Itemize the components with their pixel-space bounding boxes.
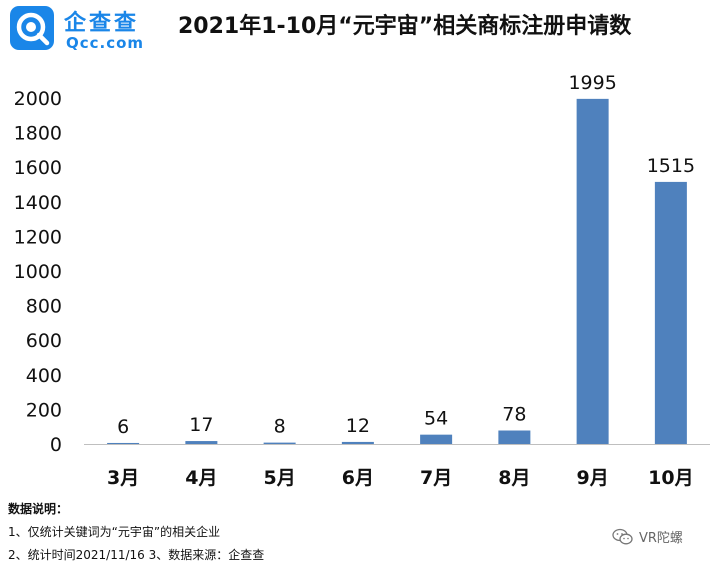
x-tick-label: 8月 (498, 467, 530, 489)
data-label: 54 (424, 408, 448, 430)
bar (107, 442, 140, 444)
chart-title: 2021年1-10月“元宇宙”相关商标注册申请数 (178, 14, 632, 39)
y-tick-label: 1000 (14, 261, 62, 283)
y-tick-label: 1800 (14, 123, 62, 145)
x-tick-label: 9月 (577, 467, 609, 489)
logo-text-cn: 企查查 (64, 11, 140, 36)
x-tick-label: 10月 (648, 467, 693, 489)
y-tick-label: 1200 (14, 226, 62, 248)
y-tick-label: 600 (26, 330, 62, 352)
x-tick-label: 6月 (342, 467, 374, 489)
bar (498, 430, 531, 444)
wechat-icon (612, 528, 633, 544)
x-tick-label: 4月 (185, 467, 217, 489)
x-tick-label: 7月 (420, 467, 452, 489)
notes-title: 数据说明： (8, 502, 69, 516)
y-tick-label: 400 (26, 365, 62, 387)
watermark: VR陀螺 (612, 527, 683, 546)
bar (185, 441, 218, 444)
data-labels: 6 17 8 12 54 78 1995 1515 (117, 72, 695, 438)
x-tick-label: 3月 (107, 467, 139, 489)
bar (420, 434, 453, 444)
bar (341, 441, 374, 444)
data-label: 6 (117, 416, 129, 438)
y-tick-label: 800 (26, 296, 62, 318)
y-axis-labels: 0 200 400 600 800 1000 1200 1400 1600 1800 2000 (14, 88, 62, 456)
bar-chart: 0 200 400 600 800 1000 1200 1400 1600 1800 2000 6 1… (14, 72, 710, 489)
notes-line-2: 2、统计时间2021/11/16 3、数据来源：企查查 (8, 548, 265, 562)
data-label: 78 (502, 404, 526, 426)
watermark-text: VR陀螺 (639, 531, 683, 546)
bar (263, 442, 296, 444)
data-label: 1515 (647, 155, 695, 177)
y-tick-label: 0 (50, 434, 62, 456)
data-label: 12 (346, 415, 370, 437)
y-tick-label: 2000 (14, 88, 62, 110)
logo-text-en: Qcc.com (66, 34, 145, 52)
y-tick-label: 1400 (14, 192, 62, 214)
qcc-logo-icon (10, 6, 54, 50)
notes-line-1: 1、仅统计关键词为“元宇宙”的相关企业 (8, 525, 221, 539)
bar (654, 181, 687, 444)
x-tick-label: 5月 (264, 467, 296, 489)
bar (576, 98, 609, 445)
data-notes: 数据说明： 1、仅统计关键词为“元宇宙”的相关企业 2、统计时间2021/11/… (8, 498, 264, 567)
header: 企查查 Qcc.com 2021年1-10月“元宇宙”相关商标注册申请数 (0, 0, 726, 60)
y-tick-label: 1600 (14, 157, 62, 179)
data-label: 8 (274, 416, 286, 438)
y-tick-label: 200 (26, 399, 62, 421)
data-label: 1995 (568, 72, 616, 94)
x-axis-labels: 3月 4月 5月 6月 7月 8月 9月 10月 (107, 467, 694, 489)
data-label: 17 (189, 414, 213, 436)
bars (107, 98, 687, 445)
